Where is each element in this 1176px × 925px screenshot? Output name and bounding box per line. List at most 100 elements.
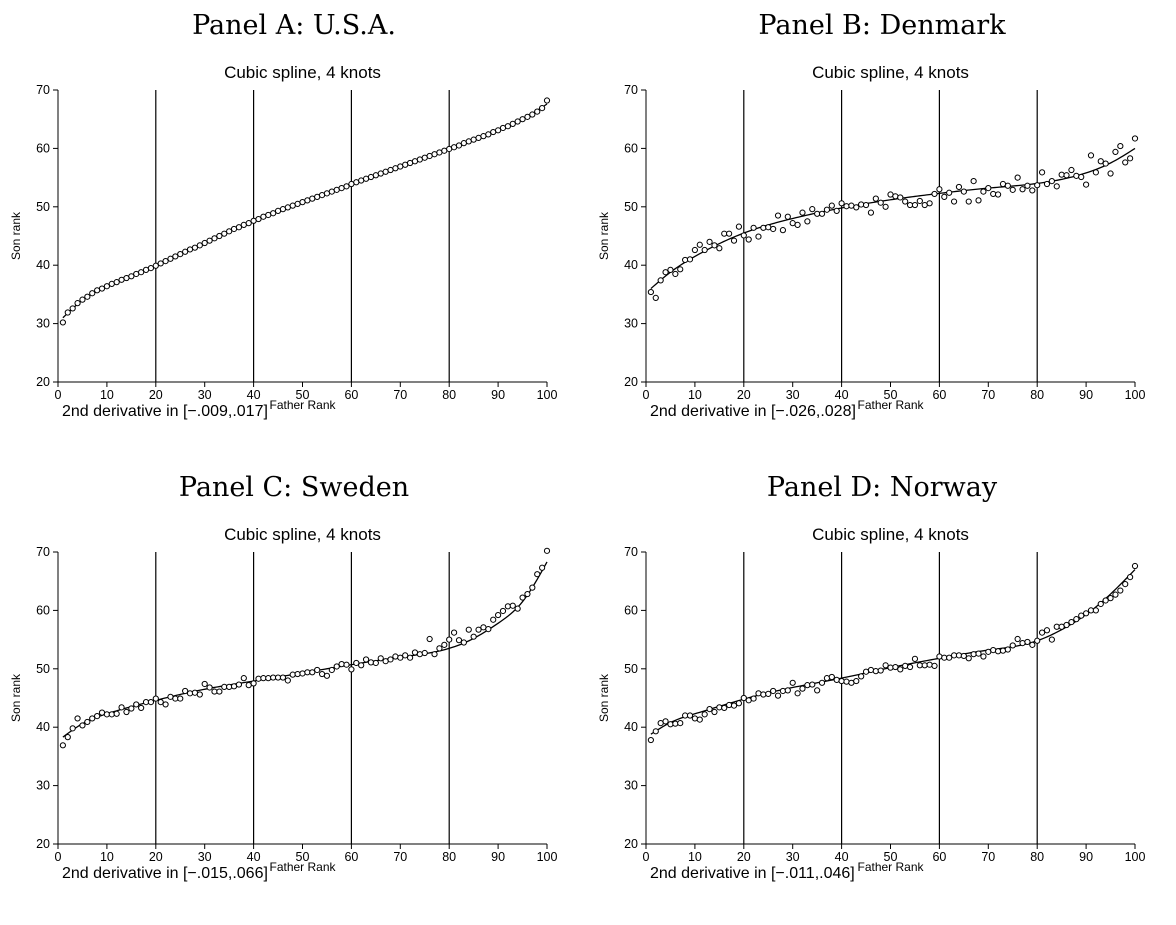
data-point	[1048, 178, 1055, 185]
data-point	[1068, 618, 1075, 626]
data-point	[113, 710, 120, 717]
data-point	[1097, 158, 1104, 165]
data-point	[960, 652, 967, 660]
data-point	[897, 194, 904, 201]
x-tick-label: 40	[247, 388, 261, 402]
data-point	[362, 656, 370, 663]
y-tick-label: 40	[36, 258, 50, 272]
data-point	[1102, 597, 1109, 604]
data-point	[387, 656, 394, 663]
data-point	[677, 720, 684, 727]
data-point	[509, 120, 516, 127]
y-tick-label: 50	[624, 200, 638, 214]
data-point	[328, 666, 335, 674]
x-tick-label: 40	[835, 388, 849, 402]
data-point	[980, 653, 987, 660]
data-point	[1068, 166, 1075, 174]
data-point	[726, 701, 733, 709]
x-tick-label: 20	[737, 850, 751, 864]
y-axis-label: Son rank	[597, 211, 611, 260]
x-tick-label: 80	[1030, 388, 1044, 402]
data-point	[358, 662, 365, 669]
data-point	[902, 662, 909, 669]
data-point	[965, 655, 972, 662]
data-point	[955, 652, 963, 659]
data-point	[201, 239, 208, 247]
data-point	[504, 123, 511, 130]
data-point	[696, 241, 703, 248]
data-point	[946, 654, 953, 661]
x-axis-label: Father Rank	[269, 860, 336, 874]
data-point	[1107, 595, 1114, 602]
panel-c: Panel C: Sweden Cubic spline, 4 knots 20 3…	[0, 462, 588, 924]
data-point	[64, 309, 71, 316]
x-tick-label: 80	[442, 850, 456, 864]
data-point	[534, 108, 541, 115]
data-point	[1087, 152, 1095, 159]
data-point	[970, 651, 977, 658]
panel-b: Panel B: Denmark Cubic spline, 4 knots 20…	[588, 0, 1176, 462]
data-point	[182, 687, 189, 695]
data-point	[59, 319, 66, 326]
data-point	[882, 203, 889, 210]
data-point	[157, 260, 164, 267]
data-point	[975, 650, 982, 657]
data-point	[1097, 600, 1104, 608]
data-point	[294, 670, 301, 678]
data-point	[706, 705, 713, 713]
data-point	[906, 663, 914, 671]
data-point	[1131, 562, 1139, 570]
data-point	[726, 230, 733, 237]
y-tick-label: 30	[624, 779, 638, 793]
x-tick-label: 0	[55, 388, 62, 402]
data-point	[167, 255, 174, 262]
data-point	[853, 204, 860, 211]
data-point	[79, 296, 86, 303]
data-point	[936, 186, 943, 193]
data-point	[1063, 621, 1070, 629]
y-tick-label: 30	[624, 317, 638, 331]
data-point	[284, 677, 291, 684]
y-tick-label: 70	[624, 83, 638, 97]
data-point	[314, 666, 321, 674]
data-point	[950, 198, 958, 205]
data-point	[721, 704, 728, 712]
data-point	[1009, 642, 1016, 649]
data-point	[867, 666, 875, 674]
data-point	[1073, 616, 1080, 623]
data-point	[108, 711, 115, 718]
data-point	[265, 675, 272, 682]
data-point	[1063, 172, 1070, 179]
data-point	[485, 625, 492, 633]
data-point	[455, 142, 463, 149]
y-tick-label: 20	[624, 375, 638, 389]
data-point	[89, 715, 96, 722]
data-point	[985, 185, 992, 192]
panel-title: Panel D: Norway	[766, 472, 998, 503]
data-point	[441, 641, 448, 648]
x-tick-label: 30	[786, 850, 800, 864]
data-point	[897, 666, 904, 673]
data-point	[416, 651, 423, 658]
data-point	[936, 653, 943, 660]
data-point	[740, 232, 747, 239]
data-point	[1131, 135, 1139, 142]
x-tick-label: 90	[1079, 388, 1093, 402]
data-point	[226, 683, 233, 691]
data-point	[270, 210, 277, 217]
x-tick-label: 100	[1125, 388, 1146, 402]
data-point	[994, 648, 1002, 655]
data-point	[682, 256, 689, 264]
data-point	[916, 197, 923, 205]
data-point	[64, 734, 71, 741]
data-point	[711, 242, 718, 249]
data-point	[74, 300, 81, 307]
x-tick-label: 20	[149, 388, 163, 402]
data-point	[299, 670, 306, 677]
data-point	[677, 266, 684, 273]
x-tick-label: 60	[932, 850, 946, 864]
data-point	[460, 639, 467, 646]
data-point	[1048, 636, 1055, 643]
data-point	[711, 708, 718, 716]
data-point	[1073, 172, 1080, 179]
